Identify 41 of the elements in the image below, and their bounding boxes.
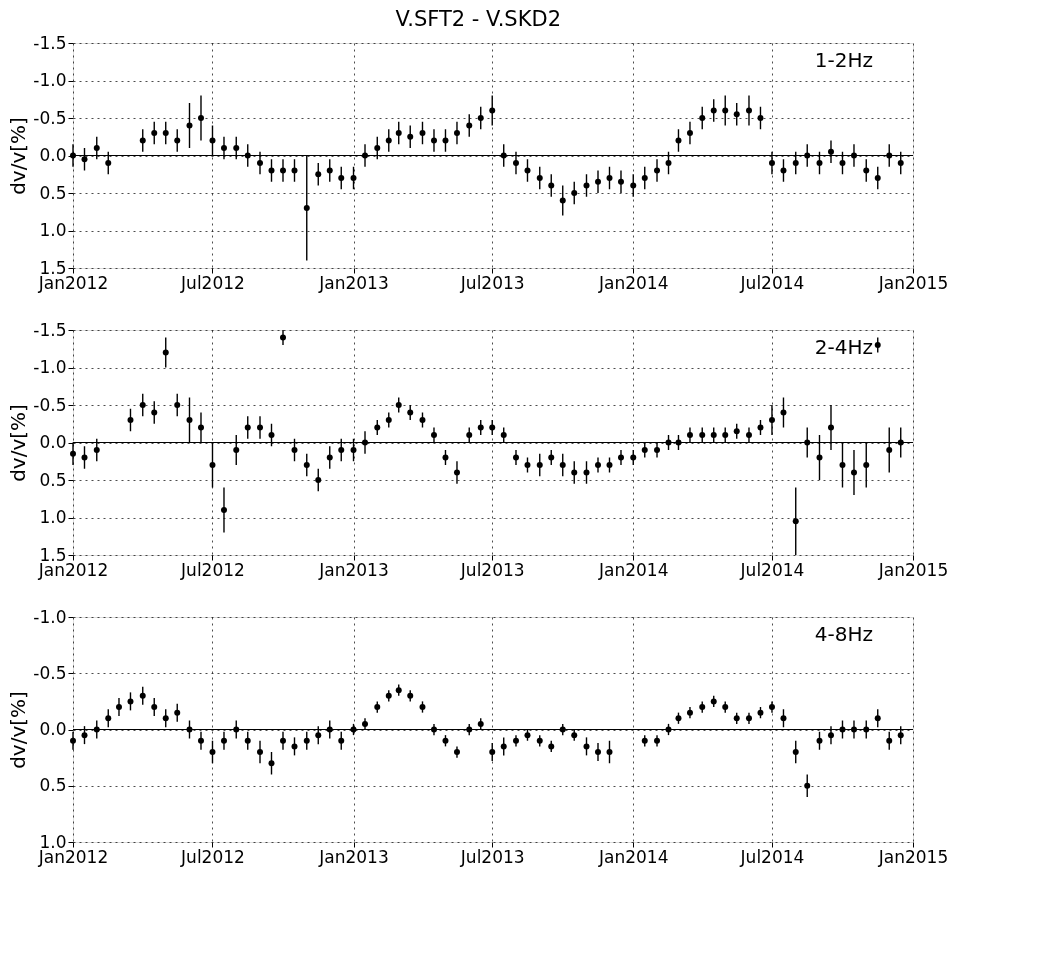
x-tick-label: Jul2013 <box>459 559 525 580</box>
y-axis-title: dv/v[%] <box>6 691 31 769</box>
x-tick-label: Jul2012 <box>180 559 245 580</box>
x-tick-label: Jan2013 <box>318 846 389 867</box>
x-tick-label: Jul2013 <box>459 846 525 867</box>
x-tick-label: Jul2014 <box>739 272 805 293</box>
y-tick-label: 0.5 <box>39 775 67 796</box>
y-tick-label: 0.0 <box>39 432 67 452</box>
y-tick-label: -1.0 <box>33 357 67 377</box>
y-tick-label: -1.0 <box>33 606 67 627</box>
x-tick-label: Jan2014 <box>598 559 669 580</box>
y-tick-label: 0.5 <box>39 182 67 203</box>
y-tick-label: 0.5 <box>39 469 67 490</box>
x-tick-label: Jul2012 <box>180 272 245 293</box>
y-tick-label: -0.5 <box>33 394 67 415</box>
y-tick-label: -1.0 <box>33 70 67 90</box>
y-tick-label: 0.0 <box>39 719 67 739</box>
x-tick-label: Jul2013 <box>459 272 525 293</box>
annotation: 1-2Hz <box>814 48 873 72</box>
x-tick-label: Jan2014 <box>598 846 669 867</box>
y-tick-label: 1.0 <box>39 507 67 527</box>
x-tick-label: Jan2013 <box>318 559 389 580</box>
y-axis-title: dv/v[%] <box>6 404 31 482</box>
y-tick-label: -0.5 <box>33 662 67 683</box>
x-tick-label: Jan2014 <box>598 272 669 293</box>
y-tick-label: -0.5 <box>33 107 67 128</box>
x-tick-label: Jan2015 <box>877 559 949 580</box>
annotation: 2-4Hz <box>814 335 873 359</box>
y-axis-title: dv/v[%] <box>6 117 31 195</box>
x-tick-label: Jan2015 <box>877 846 949 867</box>
y-tick-label: 0.0 <box>39 145 67 165</box>
x-tick-label: Jul2014 <box>739 846 805 867</box>
annotation: 4-8Hz <box>814 622 873 646</box>
y-tick-label: 1.0 <box>39 220 67 240</box>
y-tick-label: -1.5 <box>33 319 67 340</box>
x-tick-label: Jan2015 <box>877 272 949 293</box>
x-tick-label: Jul2014 <box>739 559 805 580</box>
chart-title: V.SFT2 - V.SKD2 <box>395 6 562 31</box>
x-tick-label: Jan2013 <box>318 272 389 293</box>
x-tick-label: Jul2012 <box>180 846 245 867</box>
y-tick-label: -1.5 <box>33 32 67 53</box>
